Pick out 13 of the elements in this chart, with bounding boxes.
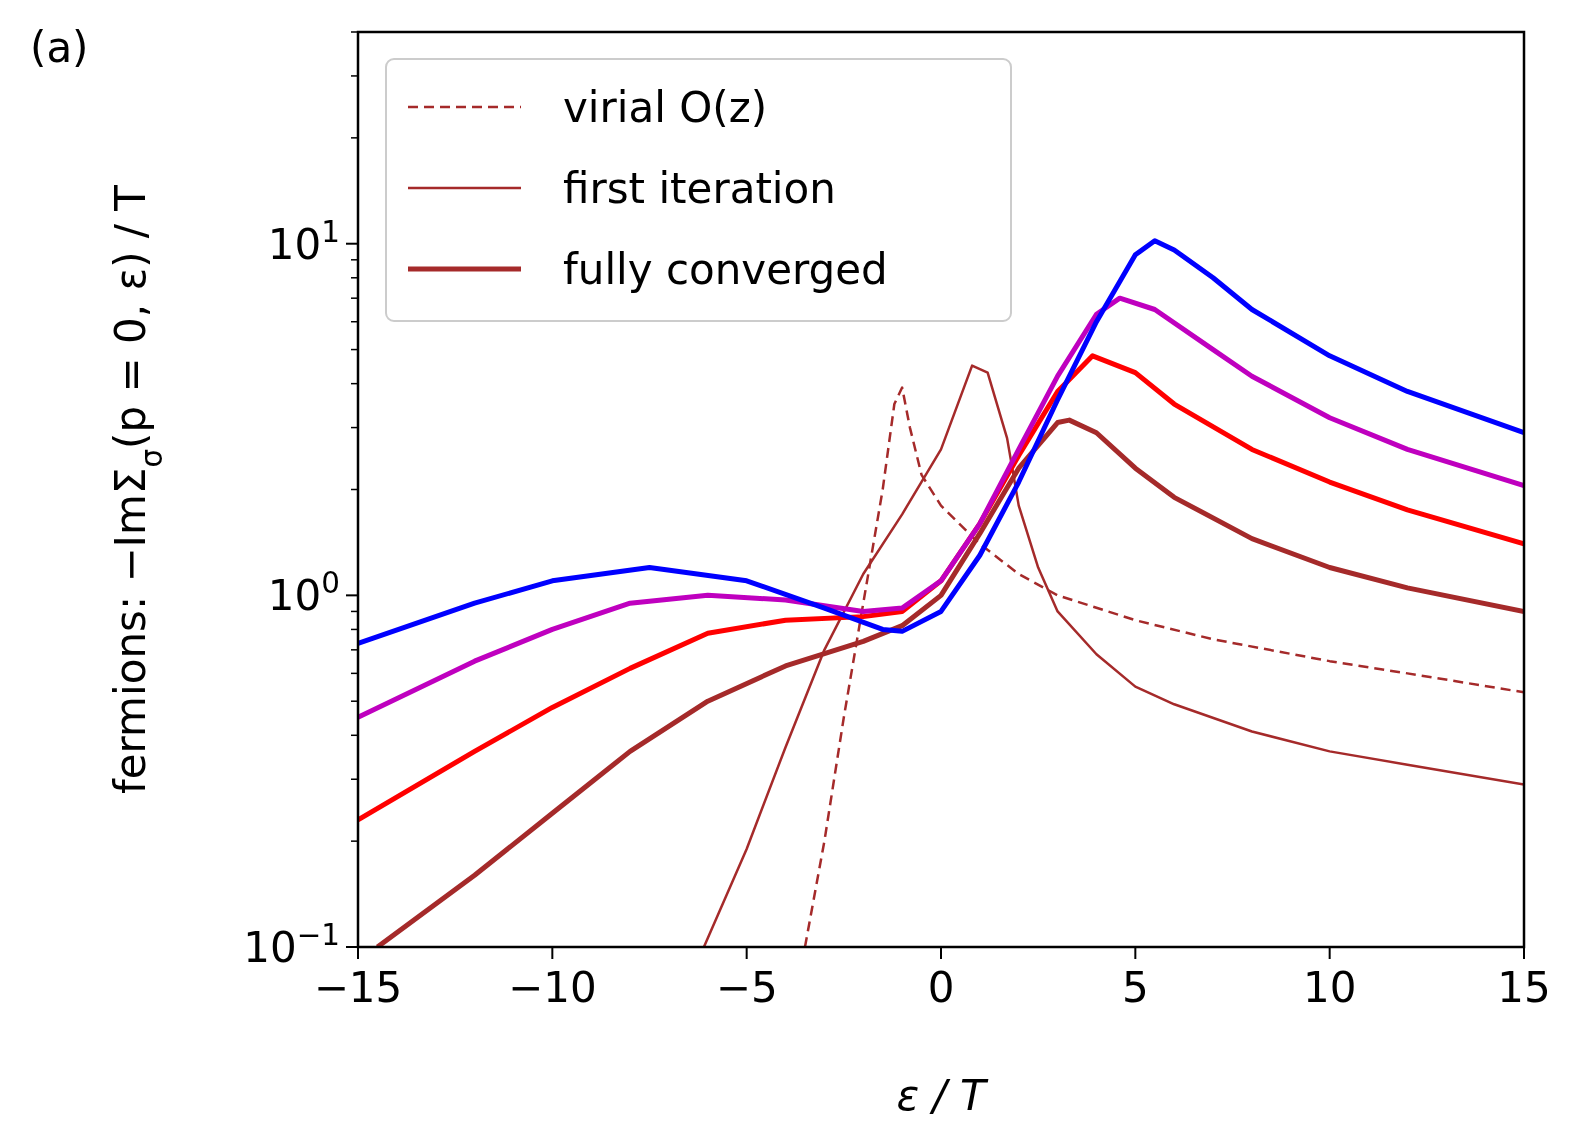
x-tick-label: 5 xyxy=(1121,963,1149,1012)
text: (a) xyxy=(30,23,89,72)
y-tick-label: 10$^{0}$ xyxy=(267,566,340,621)
x-tick-label: −5 xyxy=(715,963,778,1012)
x-tick-label: 10 xyxy=(1302,963,1357,1012)
x-tick-label: 15 xyxy=(1497,963,1551,1012)
x-tick-label: −10 xyxy=(508,963,597,1012)
y-tick-label: 10$^{1}$ xyxy=(267,214,340,269)
x-tick-label: 0 xyxy=(927,963,955,1012)
x-axis-title: ε / T xyxy=(896,1071,989,1120)
legend-label: fully converged xyxy=(563,245,888,294)
legend-label: virial O(z) xyxy=(563,83,768,132)
legend-label: first iteration xyxy=(563,164,836,213)
